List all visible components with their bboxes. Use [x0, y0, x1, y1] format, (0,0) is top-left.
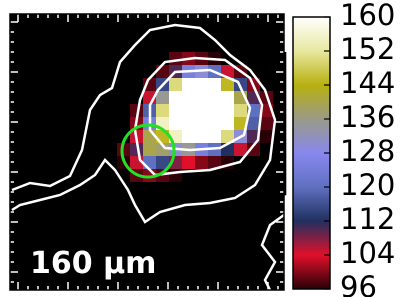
pixel [182, 91, 195, 104]
pixel [182, 182, 195, 195]
pixel [130, 182, 143, 195]
pixel [117, 78, 130, 91]
colorbar-tick-label: 112 [340, 202, 395, 236]
colorbar-tick-label: 96 [340, 270, 377, 297]
pixel [156, 104, 169, 117]
pixel [143, 143, 156, 156]
pixel [234, 104, 247, 117]
pixel [169, 104, 182, 117]
pixel [208, 91, 221, 104]
pixel [169, 91, 182, 104]
pixel [208, 117, 221, 130]
pixel [208, 182, 221, 195]
pixel [117, 91, 130, 104]
pixel [208, 104, 221, 117]
pixel [143, 182, 156, 195]
pixel [195, 182, 208, 195]
pixel [156, 65, 169, 78]
colorbar-tick-label: 152 [340, 32, 395, 66]
pixel [143, 52, 156, 65]
pixel [182, 130, 195, 143]
pixel [221, 91, 234, 104]
pixel [182, 117, 195, 130]
pixel [169, 52, 182, 65]
pixel [182, 104, 195, 117]
pixel [260, 182, 273, 195]
pixel [169, 78, 182, 91]
pixel [195, 104, 208, 117]
pixel [117, 104, 130, 117]
pixel [130, 52, 143, 65]
pixel [130, 78, 143, 91]
pixel [169, 117, 182, 130]
pixel [117, 117, 130, 130]
pixel [195, 117, 208, 130]
pixel [221, 182, 234, 195]
colorbar-tick-label: 136 [340, 100, 395, 134]
pixel [208, 78, 221, 91]
pixel [195, 156, 208, 169]
pixel [195, 130, 208, 143]
scale-label: 160 μm [30, 246, 156, 281]
pixel [247, 156, 260, 169]
pixel [260, 52, 273, 65]
pixel [234, 169, 247, 182]
chart: 160 μm 96104112120128136144152160 [0, 0, 407, 297]
pixel [195, 78, 208, 91]
colorbar-tick-label: 160 [340, 0, 395, 32]
pixel [169, 182, 182, 195]
colorbar-tick-label: 144 [340, 66, 395, 100]
pixel [182, 156, 195, 169]
pixel [143, 156, 156, 169]
pixel [130, 65, 143, 78]
pixel [221, 104, 234, 117]
pixel [156, 91, 169, 104]
colorbar-tick-label: 120 [340, 168, 395, 202]
pixel [156, 182, 169, 195]
pixel [195, 91, 208, 104]
colorbar-tick-label: 104 [340, 236, 395, 270]
pixel [247, 52, 260, 65]
pixel [260, 65, 273, 78]
pixel [260, 117, 273, 130]
pixel [221, 117, 234, 130]
pixel [208, 130, 221, 143]
colorbar-tick-label: 128 [340, 134, 395, 168]
pixel [221, 169, 234, 182]
pixel [182, 78, 195, 91]
